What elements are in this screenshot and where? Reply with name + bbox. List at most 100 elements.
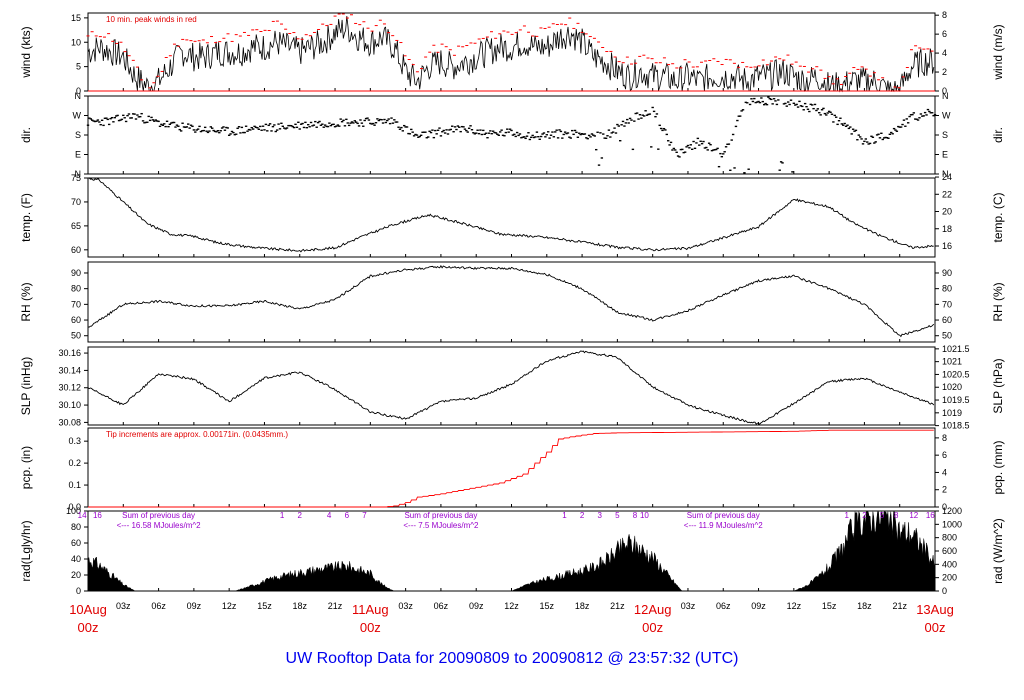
left-tick-label: 0.3 [68, 436, 81, 446]
wind-annotation: 10 min. peak winds in red [106, 15, 197, 24]
right-tick-label: 8 [942, 433, 947, 443]
x-hour-label: 18z [857, 601, 872, 611]
left-axis-label: dir. [19, 127, 33, 143]
left-tick-label: 15 [71, 13, 81, 23]
rad-hour-label: 7 [362, 511, 367, 520]
day-sum-line1: Sum of previous day [687, 511, 760, 520]
right-tick-label: N [942, 169, 949, 179]
left-tick-label: 30.14 [58, 365, 81, 375]
right-tick-label: 1020.5 [942, 369, 970, 379]
x-day-label: 10Aug [69, 602, 107, 617]
right-axis-label: rad (W/m^2) [991, 518, 1005, 584]
rad-hour-label: 1 [562, 511, 567, 520]
series-temp [87, 177, 934, 253]
x-day-label: 13Aug [916, 602, 954, 617]
x-hour-label: 12z [222, 601, 237, 611]
right-tick-label: 0 [942, 502, 947, 512]
panel-frame-rad [87, 510, 936, 592]
x-hour-label: 06z [716, 601, 731, 611]
rad-hour-label: 14 [78, 511, 87, 520]
right-tick-label: 2 [942, 67, 947, 77]
right-tick-label: 0 [942, 86, 947, 96]
left-axis-label: temp. (F) [19, 193, 33, 242]
right-tick-label: 1019.5 [942, 395, 970, 405]
right-tick-label: 800 [942, 533, 957, 543]
left-tick-label: 50 [71, 331, 81, 341]
series-slp [87, 350, 935, 425]
right-tick-label: 80 [942, 284, 952, 294]
right-tick-label: 60 [942, 315, 952, 325]
x-hour-label: 15z [257, 601, 272, 611]
x-hour-label: 09z [469, 601, 484, 611]
x-hour-label: 12z [504, 601, 519, 611]
right-tick-label: 1021 [942, 357, 962, 367]
right-axis-label: temp. (C) [991, 192, 1005, 242]
rad-hour-label: 8 [633, 511, 638, 520]
left-tick-label: 0.2 [68, 458, 81, 468]
left-tick-label: 0 [76, 586, 81, 596]
left-tick-label: 90 [71, 268, 81, 278]
right-tick-label: 200 [942, 573, 957, 583]
day-sum-line2: <--- 7.5 MJoules/m^2 [403, 521, 479, 530]
x-hour-label: 12z [787, 601, 802, 611]
left-tick-label: 65 [71, 221, 81, 231]
day-sum-line2: <--- 11.9 MJoules/m^2 [684, 521, 764, 530]
x-hour-label: 21z [328, 601, 343, 611]
day-sum-line1: Sum of previous day [404, 511, 477, 520]
right-tick-label: 1021.5 [942, 344, 970, 354]
left-tick-label: 0 [76, 86, 81, 96]
left-tick-label: 30.16 [58, 348, 81, 358]
series-pcp [88, 429, 934, 508]
right-tick-label: 1018.5 [942, 421, 970, 431]
rad-hour-label: 2 [862, 511, 867, 520]
left-tick-label: 30.08 [58, 417, 81, 427]
left-tick-label: S [75, 130, 81, 140]
x-hour-label: 03z [398, 601, 413, 611]
right-tick-label: 400 [942, 559, 957, 569]
x-day-time: 00z [360, 620, 381, 635]
right-axis-label: pcp. (mm) [991, 440, 1005, 494]
day-sum-line1: Sum of previous day [122, 511, 195, 520]
left-tick-label: 80 [71, 522, 81, 532]
x-hour-label: 06z [151, 601, 166, 611]
right-tick-label: 20 [942, 207, 952, 217]
right-tick-label: 4 [942, 467, 947, 477]
series-rh [87, 264, 935, 338]
pcp-annotation: Tip increments are approx. 0.00171in. (0… [106, 430, 288, 439]
x-hour-label: 03z [116, 601, 131, 611]
panel-frame-pcp [87, 427, 936, 508]
right-tick-label: 1000 [942, 519, 962, 529]
left-tick-label: 40 [71, 554, 81, 564]
left-axis-label: pcp. (in) [19, 446, 33, 489]
rad-hour-label: 2 [298, 511, 303, 520]
left-tick-label: N [75, 169, 82, 179]
right-tick-label: 6 [942, 29, 947, 39]
left-tick-label: E [75, 150, 81, 160]
right-tick-label: 6 [942, 450, 947, 460]
left-tick-label: 30.12 [58, 383, 81, 393]
series-wind [87, 16, 935, 93]
rad-hour-label: 1 [845, 511, 850, 520]
right-tick-label: 1200 [942, 506, 962, 516]
right-tick-label: 8 [942, 10, 947, 20]
panel-frame-dir [87, 95, 936, 175]
rad-hour-label: 12 [909, 511, 918, 520]
rad-hour-label: 6 [345, 511, 350, 520]
panel-frame-slp [87, 346, 936, 426]
right-tick-label: 4 [942, 48, 947, 58]
left-tick-label: 0.0 [68, 502, 81, 512]
left-tick-label: 0.1 [68, 480, 81, 490]
rad-hour-label: 5 [615, 511, 620, 520]
right-tick-label: 1019 [942, 408, 962, 418]
chart-title: UW Rooftop Data for 20090809 to 20090812… [285, 650, 739, 667]
left-axis-label: rad(Lgly/hr) [19, 520, 33, 581]
right-tick-label: 16 [942, 241, 952, 251]
x-day-time: 00z [642, 620, 663, 635]
x-day-time: 00z [78, 620, 99, 635]
right-tick-label: W [942, 111, 951, 121]
x-hour-label: 21z [892, 601, 907, 611]
x-hour-label: 03z [681, 601, 696, 611]
x-hour-label: 15z [540, 601, 555, 611]
x-day-label: 12Aug [634, 602, 672, 617]
